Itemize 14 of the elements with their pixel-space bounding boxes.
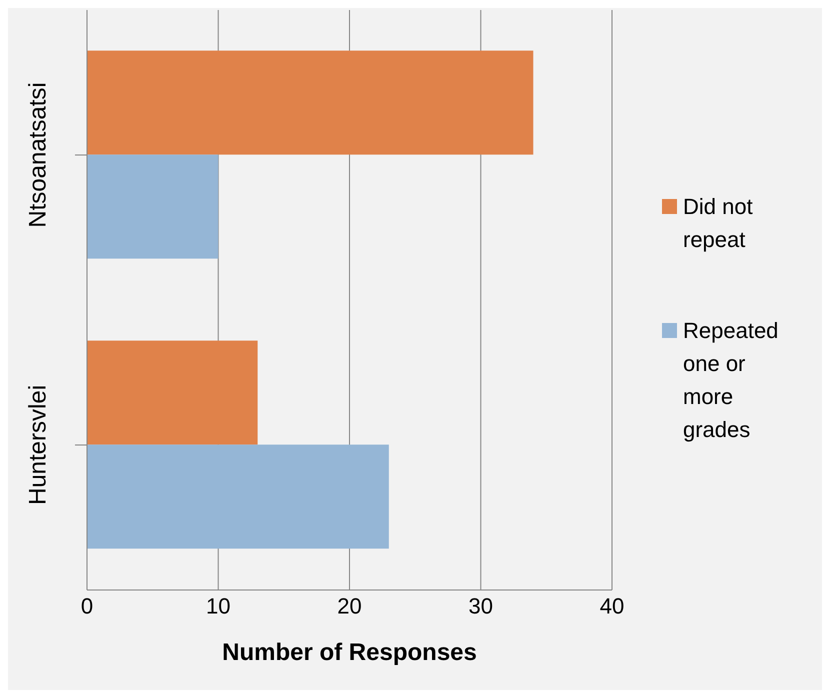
bar — [87, 444, 389, 549]
legend-label: Repeated one or more grades — [683, 317, 780, 444]
legend-label: Did not repeat — [683, 193, 754, 254]
y-tick-label: Ntsoanatsatsi — [24, 82, 52, 228]
x-tick-label: 20 — [337, 594, 362, 619]
x-tick-label: 0 — [80, 594, 94, 619]
x-tick-label: 30 — [468, 594, 493, 619]
bar — [87, 50, 534, 155]
x-tick-label: 40 — [600, 594, 624, 619]
y-tick-label: Huntersvlei — [24, 384, 52, 506]
bar — [87, 154, 218, 259]
x-axis-title: Number of Responses — [222, 639, 477, 666]
bar — [87, 340, 258, 445]
x-tick-label: 10 — [206, 594, 230, 619]
